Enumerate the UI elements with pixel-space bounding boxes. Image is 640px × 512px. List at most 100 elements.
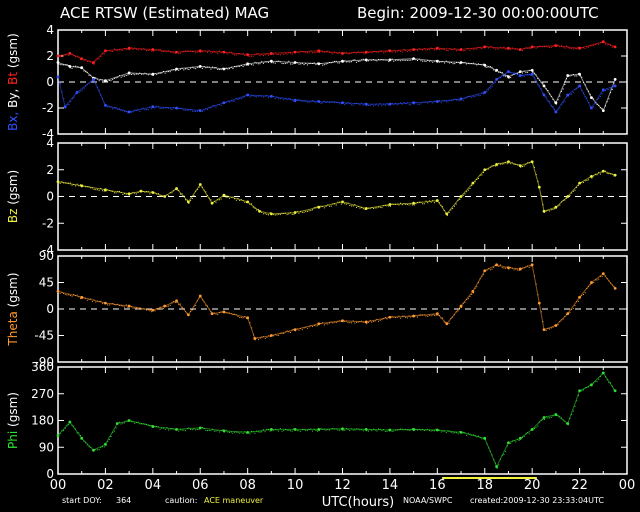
series-bx-dot [323, 100, 325, 102]
series-bt-dot [257, 53, 259, 55]
series-phi-dot [256, 430, 258, 432]
caution-value: ACE maneuver [204, 496, 264, 505]
series-phi-dot [476, 436, 478, 438]
series-bx-dot [269, 95, 271, 97]
series-phi-dot [523, 435, 525, 437]
series-bx-dot [610, 88, 612, 90]
series-theta-dot [166, 305, 168, 307]
series-bt-dot [389, 50, 391, 52]
series-phi-dot [132, 421, 134, 423]
series-theta-dot [442, 317, 444, 319]
series-bz-dot [372, 207, 374, 209]
series-bx-dot [188, 109, 190, 111]
series-theta-dot [162, 307, 164, 309]
series-phi-dot [604, 376, 606, 378]
series-bx-dot [293, 101, 295, 103]
series-phi-dot [201, 426, 203, 428]
series-bx-dot [464, 97, 466, 99]
series-bt-dot [598, 43, 600, 45]
series-bt-dot [506, 48, 508, 50]
series-by-dot [606, 101, 608, 103]
series-phi-dot [229, 431, 231, 433]
series-theta-dot [290, 331, 292, 333]
series-bx-dot [445, 101, 447, 103]
series-bx-dot [418, 103, 420, 105]
series-bx-line [57, 71, 616, 113]
series-by-dot [327, 62, 329, 64]
series-by-dot [290, 63, 292, 65]
series-bz-dot [168, 195, 170, 197]
series-phi-dot [437, 429, 439, 431]
series-theta-dot [320, 323, 322, 325]
series-bt-dot [469, 49, 471, 51]
series-bt-dot [498, 48, 500, 50]
series-by-dot [393, 60, 395, 62]
series-theta-dot [334, 321, 336, 323]
series-phi-dot [88, 446, 90, 448]
series-bt-dot [283, 53, 285, 55]
series-theta-dot [120, 305, 122, 307]
series-theta-dot [110, 303, 112, 305]
series-theta-dot [169, 304, 171, 306]
series-by-dot [154, 73, 156, 75]
series-theta-dot [301, 329, 303, 331]
series-bz-dot [523, 165, 525, 167]
series-bz-dot [448, 212, 450, 214]
series-by-dot [484, 66, 486, 68]
series-by-dot [457, 61, 459, 63]
series-bz-dot [613, 175, 615, 177]
series-by-dot [207, 66, 209, 68]
series-phi-dot [290, 430, 292, 432]
series-bx-dot [301, 100, 303, 102]
series-bx-dot [245, 94, 247, 96]
series-bt-dot [151, 50, 153, 52]
series-bx-dot [295, 101, 297, 103]
series-by-dot [454, 63, 456, 65]
series-bx-dot [122, 109, 124, 111]
series-bx-point [601, 88, 605, 92]
series-bt-dot [85, 59, 87, 61]
series-bz-dot [486, 169, 488, 171]
series-bz-dot [129, 194, 131, 196]
series-by-dot [508, 77, 510, 79]
series-by-dot [505, 75, 507, 77]
series-phi-dot [73, 425, 75, 427]
series-bx-dot [130, 111, 132, 113]
series-theta-dot [491, 268, 493, 270]
series-bz-dot [371, 207, 373, 209]
series-by-dot [379, 59, 381, 61]
series-bz-dot [491, 165, 493, 167]
series-bz-dot [300, 211, 302, 213]
series-bt-dot [149, 49, 151, 51]
series-bt-dot [530, 47, 532, 49]
series-theta-dot [217, 313, 219, 315]
series-by-dot [274, 62, 276, 64]
series-theta-dot [279, 332, 281, 334]
series-bx-dot [520, 76, 522, 78]
series-bx-dot [320, 102, 322, 104]
series-by-point [601, 109, 605, 112]
series-bt-dot [278, 53, 280, 55]
series-phi-dot [85, 442, 87, 444]
series-bx-dot [362, 104, 364, 106]
series-bt-dot [379, 50, 381, 52]
series-bt-dot [493, 47, 495, 49]
series-bz-point [388, 203, 392, 206]
series-bz-dot [274, 214, 276, 216]
series-by-dot [301, 62, 303, 64]
series-bz-dot [547, 209, 549, 211]
series-theta-dot [560, 319, 562, 321]
series-theta-dot [61, 291, 63, 293]
series-bz-dot [85, 186, 87, 188]
series-bx-dot [484, 91, 486, 93]
series-bt-dot [350, 52, 352, 54]
series-bx-dot [474, 96, 476, 98]
series-by-dot [85, 71, 87, 73]
series-by-dot [462, 62, 464, 64]
series-by-dot [491, 66, 493, 68]
series-by-dot [469, 63, 471, 65]
series-bt-dot [466, 48, 468, 50]
series-phi-dot [168, 429, 170, 431]
series-phi-dot [63, 430, 65, 432]
series-bz-dot [134, 192, 136, 194]
